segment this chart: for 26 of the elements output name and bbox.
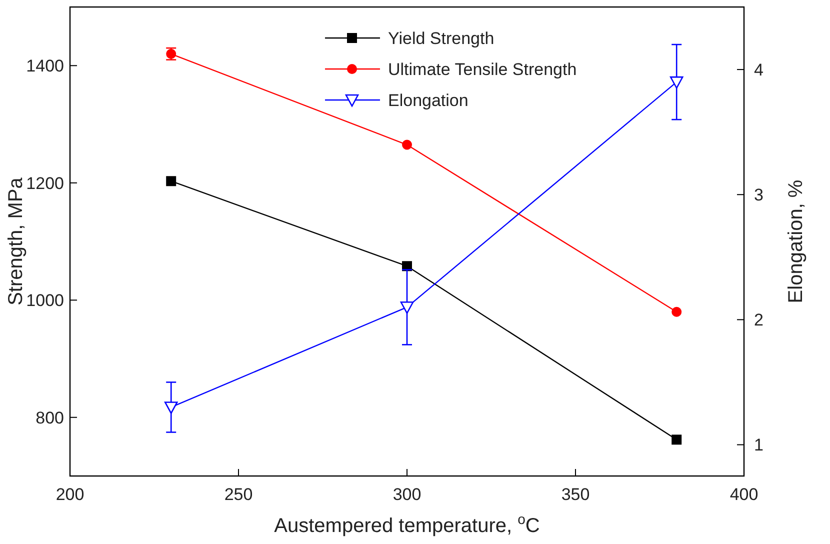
point xyxy=(400,302,414,314)
y-tick-label: 800 xyxy=(36,408,64,428)
y2-tick-label: 2 xyxy=(754,310,764,330)
point xyxy=(672,434,682,445)
y-tick-label: 1200 xyxy=(26,174,64,193)
y-axis-title: Strength, MPa xyxy=(5,176,27,306)
point xyxy=(166,176,176,186)
y2-tick-label: 4 xyxy=(754,60,764,80)
legend-label: Elongation xyxy=(388,91,468,110)
point xyxy=(164,402,178,414)
x-axis-title: Austempered temperature, $^{o}$C xyxy=(274,511,540,537)
legend-label: Yield Strength xyxy=(388,29,494,48)
point xyxy=(670,76,684,89)
x-tick-label: 250 xyxy=(224,485,253,504)
x-tick-label: 200 xyxy=(56,485,84,504)
y-tick-label: 1400 xyxy=(26,56,64,76)
point xyxy=(402,140,412,150)
y-tick-label: 1000 xyxy=(26,291,64,310)
x-tick-label: 300 xyxy=(392,485,422,504)
point xyxy=(672,306,682,317)
y2-axis-title: Elongation, % xyxy=(785,180,807,304)
legend-label: Ultimate Tensile Strength xyxy=(388,60,577,79)
y2-tick-label: 3 xyxy=(754,186,764,205)
y2-tick-label: 1 xyxy=(754,436,764,455)
x-tick-label: 400 xyxy=(730,485,758,504)
x-tick-label: 350 xyxy=(561,485,590,504)
